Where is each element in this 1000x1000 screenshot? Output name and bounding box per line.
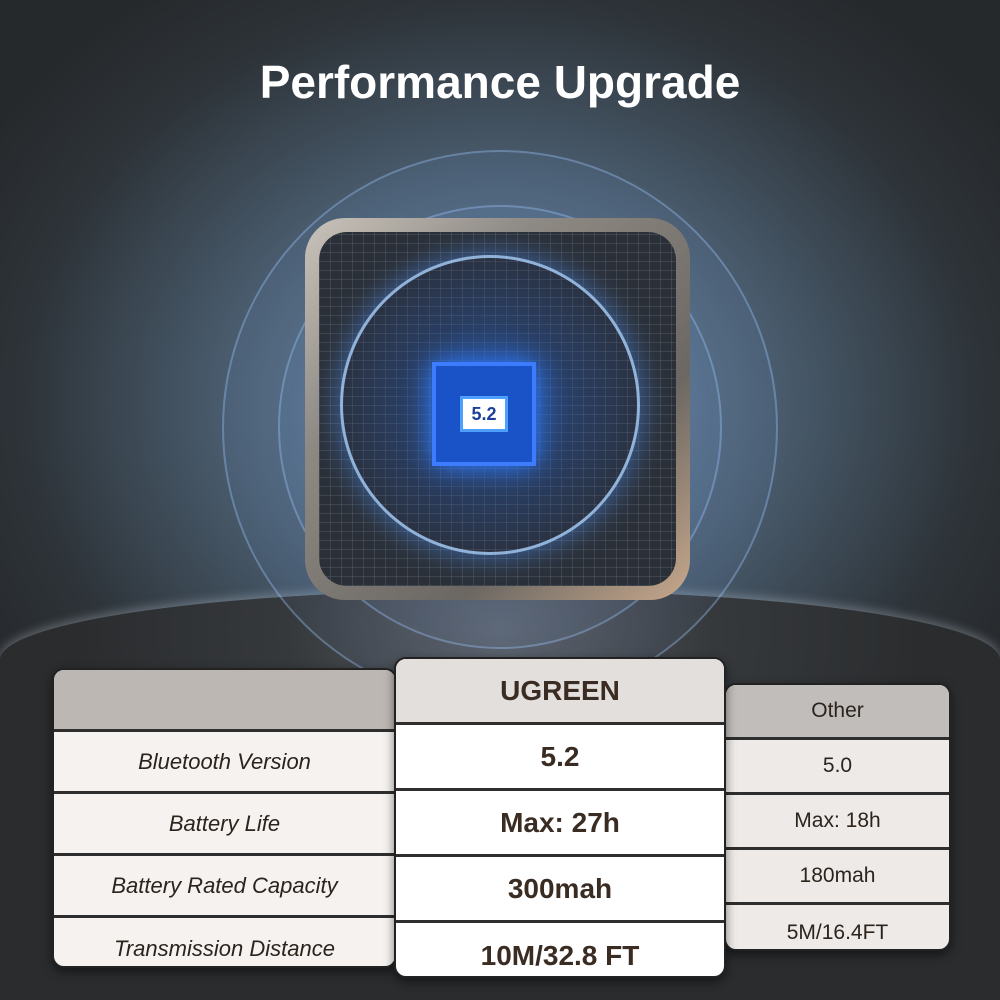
other-cell: 5M/16.4FT: [786, 920, 889, 944]
magnifier-lens: [340, 255, 640, 555]
other-cell: 5.0: [726, 740, 949, 795]
feature-header: [54, 670, 395, 732]
feature-cell: Transmission Distance: [114, 936, 335, 961]
ugreen-cell: 300mah: [396, 857, 724, 923]
feature-cell: Bluetooth Version: [54, 732, 395, 794]
feature-cell: Battery Life: [54, 794, 395, 856]
ugreen-cell: Max: 27h: [396, 791, 724, 857]
feature-column: Bluetooth Version Battery Life Battery R…: [52, 668, 397, 968]
other-cell: 180mah: [726, 850, 949, 905]
page-title: Performance Upgrade: [259, 56, 741, 108]
ugreen-cell: 5.2: [396, 725, 724, 791]
ugreen-column: UGREEN 5.2 Max: 27h 300mah 10M/32.8 FT: [394, 657, 726, 978]
other-header: Other: [726, 685, 949, 740]
ugreen-header: UGREEN: [396, 659, 724, 725]
other-column: Other 5.0 Max: 18h 180mah 5M/16.4FT: [724, 683, 951, 951]
other-cell: Max: 18h: [726, 795, 949, 850]
ugreen-cell: 10M/32.8 FT: [480, 940, 640, 971]
feature-cell: Battery Rated Capacity: [54, 856, 395, 918]
chip-label: 5.2: [460, 396, 508, 432]
bluetooth-chip-icon: 5.2: [432, 362, 536, 466]
